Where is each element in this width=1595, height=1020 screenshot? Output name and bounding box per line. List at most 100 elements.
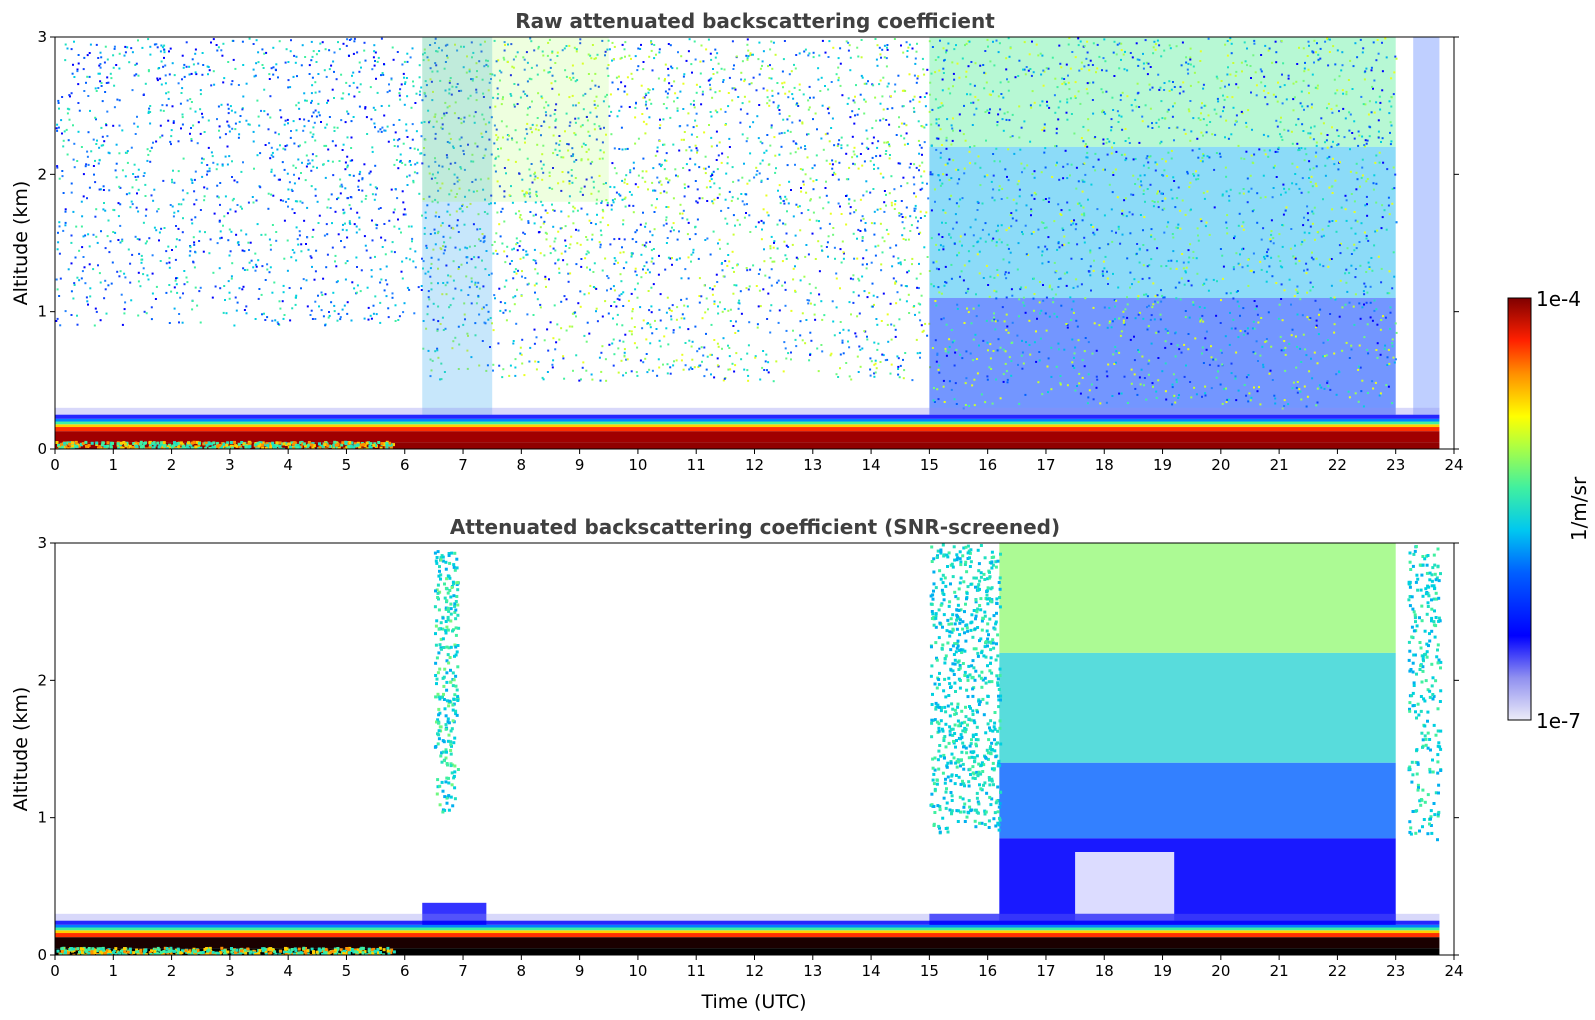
backscatter-pixel (1007, 80, 1010, 83)
backscatter-pixel (1389, 311, 1392, 314)
backscatter-pixel (754, 355, 757, 358)
backscatter-pixel (1307, 68, 1310, 71)
backscatter-pixel (135, 62, 138, 65)
backscatter-pixel (584, 257, 587, 260)
backscatter-pixel (1138, 141, 1141, 144)
backscatter-pixel (413, 147, 416, 150)
backscatter-pixel (411, 47, 414, 50)
backscatter-pixel (680, 55, 683, 58)
backscatter-pixel (537, 231, 540, 234)
backscatter-pixel (711, 200, 714, 203)
backscatter-pixel (182, 292, 184, 295)
backscatter-pixel (485, 63, 488, 66)
backscatter-pixel (104, 91, 107, 93)
backscatter-pixel (1066, 118, 1069, 121)
backscatter-pixel (237, 243, 240, 246)
backscatter-pixel (566, 143, 569, 145)
backscatter-pixel (878, 46, 881, 49)
backscatter-pixel (226, 145, 229, 148)
backscatter-pixel (212, 161, 215, 164)
backscatter-pixel (885, 57, 888, 60)
backscatter-pixel (295, 226, 298, 229)
backscatter-pixel (671, 304, 674, 307)
backscatter-pixel (349, 207, 352, 210)
backscatter-pixel (367, 306, 370, 309)
backscatter-pixel (634, 183, 637, 186)
backscatter-pixel (611, 199, 614, 202)
backscatter-pixel (847, 202, 850, 205)
backscatter-pixel (941, 78, 944, 81)
backscatter-pixel (247, 201, 250, 204)
backscatter-pixel (171, 105, 174, 108)
backscatter-pixel (430, 262, 433, 265)
backscatter-pixel (377, 56, 380, 59)
backscatter-pixel (807, 302, 810, 305)
backscatter-pixel (257, 297, 260, 300)
backscatter-pixel (1197, 239, 1200, 242)
backscatter-pixel (98, 146, 101, 149)
backscatter-pixel (743, 80, 746, 83)
backscatter-pixel (1348, 396, 1351, 399)
backscatter-pixel (453, 112, 456, 115)
backscatter-pixel (601, 216, 604, 219)
backscatter-pixel (758, 41, 761, 44)
backscatter-pixel (72, 158, 75, 161)
backscatter-pixel (347, 93, 350, 96)
backscatter-pixel (444, 101, 447, 104)
backscatter-pixel (1044, 166, 1047, 169)
backscatter-pixel (429, 44, 432, 46)
backscatter-pixel (942, 385, 945, 388)
backscatter-pixel (1300, 147, 1303, 150)
backscatter-pixel (609, 185, 612, 188)
backscatter-pixel (609, 243, 612, 246)
backscatter-pixel (487, 89, 490, 92)
backscatter-pixel (390, 250, 393, 253)
backscatter-pixel (935, 243, 938, 246)
backscatter-pixel (447, 203, 450, 206)
backscatter-pixel (585, 253, 588, 256)
backscatter-pixel (551, 366, 554, 369)
backscatter-pixel (923, 73, 926, 76)
backscatter-pixel (644, 180, 647, 183)
backscatter-pixel (480, 50, 483, 53)
backscatter-pixel (1024, 311, 1027, 314)
backscatter-pixel (115, 64, 118, 66)
backscatter-pixel (740, 312, 743, 315)
backscatter-pixel (652, 88, 655, 91)
backscatter-pixel (554, 62, 557, 64)
backscatter-pixel (1059, 375, 1062, 377)
backscatter-pixel (425, 327, 428, 330)
backscatter-pixel (741, 133, 744, 136)
backscatter-pixel (473, 256, 476, 259)
backscatter-pixel (1253, 39, 1256, 42)
backscatter-pixel (1087, 64, 1090, 67)
backscatter-pixel (1392, 356, 1395, 359)
backscatter-pixel (1392, 251, 1395, 254)
backscatter-pixel (296, 200, 299, 203)
backscatter-pixel (1006, 175, 1008, 178)
backscatter-pixel (1341, 64, 1344, 67)
backscatter-pixel (449, 275, 452, 278)
backscatter-pixel (693, 40, 696, 43)
backscatter-pixel (995, 297, 998, 300)
backscatter-pixel (811, 167, 814, 170)
backscatter-pixel (225, 312, 228, 315)
backscatter-pixel (1357, 365, 1360, 368)
backscatter-pixel (198, 290, 201, 293)
backscatter-pixel (1122, 321, 1125, 324)
backscatter-pixel (403, 208, 406, 211)
backscatter-pixel (1131, 56, 1134, 59)
backscatter-pixel (873, 303, 875, 306)
backscatter-pixel (336, 198, 338, 201)
backscatter-pixel (456, 224, 459, 227)
backscatter-pixel (768, 276, 771, 279)
backscatter-pixel (627, 299, 630, 302)
backscatter-pixel (719, 108, 722, 111)
backscatter-pixel (1393, 71, 1396, 74)
backscatter-pixel (502, 311, 505, 314)
backscatter-pixel (482, 96, 485, 98)
backscatter-pixel (1337, 143, 1340, 146)
backscatter-pixel (1011, 321, 1014, 324)
backscatter-pixel (1160, 100, 1163, 103)
backscatter-pixel (736, 219, 739, 222)
